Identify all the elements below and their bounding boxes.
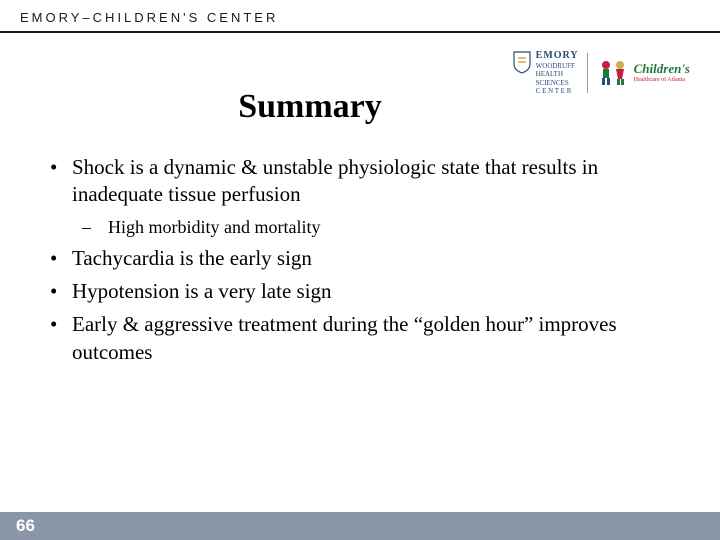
header-bar: EMORY–CHILDREN'S CENTER — [0, 0, 720, 33]
emory-logo: EMORY WOODRUFF HEALTH SCIENCES C E N T E… — [512, 50, 579, 96]
logo-divider — [587, 53, 588, 93]
children-logo: Children's Healthcare of Atlanta — [596, 56, 690, 90]
org-name: EMORY–CHILDREN'S CENTER — [20, 10, 700, 25]
logo-group: EMORY WOODRUFF HEALTH SCIENCES C E N T E… — [512, 50, 690, 96]
footer-bar: 66 — [0, 512, 720, 540]
list-item: Tachycardia is the early sign — [50, 245, 680, 272]
shield-icon — [512, 50, 532, 74]
bullet-list: Shock is a dynamic & unstable physiologi… — [50, 154, 680, 366]
emory-text: EMORY WOODRUFF HEALTH SCIENCES C E N T E… — [536, 50, 579, 96]
sub-list: High morbidity and mortality — [82, 215, 680, 239]
content-area: Shock is a dynamic & unstable physiologi… — [0, 154, 720, 366]
children-text: Children's Healthcare of Atlanta — [634, 62, 690, 83]
list-item: Hypotension is a very late sign — [50, 278, 680, 305]
sub-list-item: High morbidity and mortality — [82, 215, 680, 239]
list-item: Early & aggressive treatment during the … — [50, 311, 680, 366]
kids-icon — [596, 56, 630, 90]
page-number: 66 — [16, 516, 35, 536]
list-item: Shock is a dynamic & unstable physiologi… — [50, 154, 680, 239]
